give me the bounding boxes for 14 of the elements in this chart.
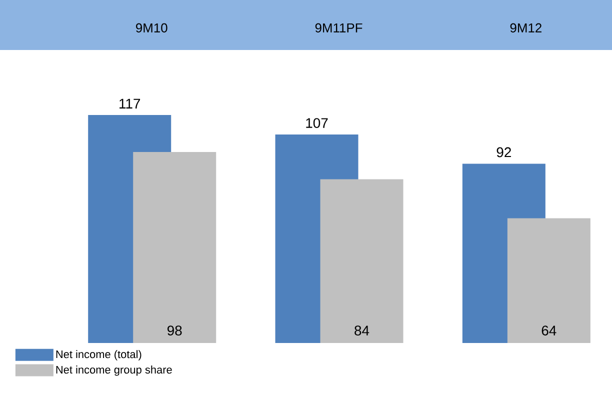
legend-label: Net income group share xyxy=(56,366,172,376)
data-label: 92 xyxy=(496,147,511,158)
bar xyxy=(320,179,404,343)
data-label: 117 xyxy=(120,98,140,108)
x-tick-label: 9M11PF xyxy=(315,23,362,32)
data-label: 107 xyxy=(306,118,328,128)
data-label: 84 xyxy=(354,326,370,336)
bar xyxy=(133,152,216,343)
x-tick-label: 9M12 xyxy=(510,23,542,32)
x-tick-label: 9M10 xyxy=(136,23,168,32)
legend-label: Net income (total) xyxy=(56,350,142,360)
data-label: 64 xyxy=(542,326,556,336)
bar xyxy=(507,218,590,343)
data-label: 98 xyxy=(168,326,182,336)
